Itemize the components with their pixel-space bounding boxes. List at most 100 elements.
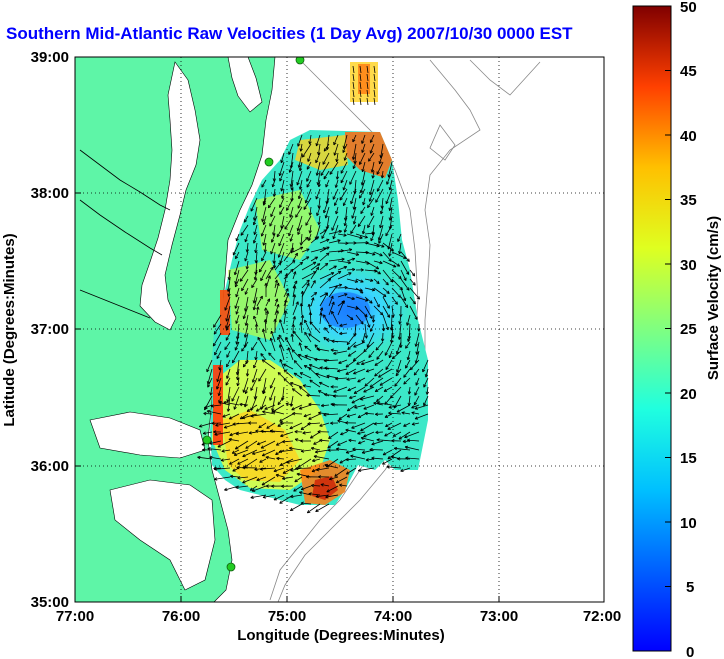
velocity-vector bbox=[328, 324, 339, 334]
velocity-vector bbox=[282, 476, 294, 480]
vector-arrowhead bbox=[404, 305, 408, 309]
vector-arrowhead bbox=[242, 467, 246, 470]
vector-arrowhead bbox=[309, 379, 312, 383]
vector-arrowhead bbox=[221, 451, 225, 453]
velocity-vector bbox=[337, 287, 348, 289]
vector-arrowhead bbox=[243, 316, 246, 320]
vector-arrowhead bbox=[312, 280, 316, 283]
vector-arrowhead bbox=[265, 456, 269, 460]
vector-arrowhead bbox=[376, 402, 380, 405]
velocity-vector bbox=[255, 350, 258, 360]
vector-arrowhead bbox=[418, 296, 420, 300]
vector-arrowhead bbox=[252, 453, 256, 455]
velocity-vector bbox=[316, 467, 330, 471]
vector-arrowhead bbox=[225, 318, 227, 322]
velocity-vector bbox=[301, 449, 312, 452]
vector-arrowhead bbox=[248, 431, 252, 434]
vector-arrowhead bbox=[414, 360, 417, 364]
velocity-vector bbox=[370, 233, 375, 242]
velocity-vector bbox=[346, 278, 359, 283]
velocity-vector bbox=[309, 379, 321, 388]
vector-arrowhead bbox=[309, 230, 312, 234]
velocity-vector bbox=[281, 188, 285, 199]
vector-arrowhead bbox=[363, 434, 366, 438]
vector-arrowhead bbox=[324, 464, 328, 468]
velocity-vector bbox=[224, 341, 231, 350]
velocity-vector bbox=[278, 334, 285, 343]
velocity-vector bbox=[267, 197, 276, 209]
velocity-vector bbox=[375, 431, 384, 433]
vector-arrowhead bbox=[300, 290, 303, 294]
vector-arrowhead bbox=[257, 306, 260, 310]
vector-arrowhead bbox=[242, 465, 246, 468]
vector-arrowhead bbox=[354, 281, 358, 283]
x-tick-label: 72:00 bbox=[583, 608, 621, 625]
velocity-vector bbox=[252, 368, 258, 383]
vector-arrowhead bbox=[364, 412, 368, 416]
vector-arrowhead bbox=[316, 213, 320, 216]
velocity-vector bbox=[411, 412, 420, 415]
vector-arrowhead bbox=[352, 296, 355, 300]
vector-arrowhead bbox=[276, 282, 279, 286]
colorbar-tick: 15 bbox=[680, 450, 697, 467]
vector-arrowhead bbox=[268, 352, 270, 356]
vector-arrowhead bbox=[406, 322, 408, 326]
vector-arrowhead bbox=[331, 404, 335, 407]
vector-arrowhead bbox=[416, 297, 420, 300]
vector-arrowhead bbox=[394, 302, 398, 305]
vector-arrowhead bbox=[244, 308, 246, 312]
velocity-vector bbox=[225, 323, 231, 331]
x-tick-label: 74:00 bbox=[374, 608, 412, 625]
vector-arrowhead bbox=[203, 411, 207, 414]
velocity-vector bbox=[223, 401, 240, 406]
velocity-vector bbox=[310, 292, 317, 298]
colorbar-tick: 50 bbox=[680, 0, 697, 16]
velocity-vector bbox=[391, 305, 394, 318]
vector-arrowhead bbox=[250, 415, 254, 418]
vector-arrowhead bbox=[327, 449, 331, 452]
velocity-vector bbox=[279, 449, 294, 453]
vector-arrowhead bbox=[250, 497, 254, 499]
velocity-vector bbox=[324, 327, 330, 334]
velocity-vector bbox=[282, 440, 294, 443]
vector-arrowhead bbox=[388, 407, 392, 409]
velocity-vector bbox=[363, 386, 375, 393]
velocity-vector bbox=[237, 377, 240, 386]
velocity-vector bbox=[353, 341, 366, 348]
vector-arrowhead bbox=[324, 367, 328, 370]
velocity-vector bbox=[400, 278, 410, 291]
vector-arrowhead bbox=[393, 447, 397, 451]
vector-arrowhead bbox=[369, 199, 372, 202]
velocity-vector bbox=[364, 287, 375, 291]
vector-arrowhead bbox=[245, 239, 248, 243]
velocity-vector bbox=[389, 215, 393, 230]
velocity-vector bbox=[206, 410, 222, 415]
vector-arrowhead bbox=[294, 285, 297, 289]
vector-arrowhead bbox=[234, 407, 237, 410]
vector-arrowhead bbox=[289, 183, 292, 187]
vector-arrowhead bbox=[278, 344, 281, 348]
velocity-vector bbox=[396, 404, 411, 413]
vector-arrowhead bbox=[244, 220, 248, 223]
velocity-vector bbox=[331, 340, 348, 343]
vector-arrowhead bbox=[235, 281, 238, 285]
colorbar-tick: 40 bbox=[680, 128, 697, 145]
vector-arrowhead bbox=[353, 206, 356, 210]
vector-arrowhead bbox=[228, 438, 232, 442]
velocity-vector bbox=[382, 260, 397, 268]
velocity-vector bbox=[301, 271, 317, 280]
vector-arrowhead bbox=[286, 208, 290, 211]
velocity-vector bbox=[372, 170, 375, 179]
y-tick-label: 35:00 bbox=[31, 594, 69, 611]
velocity-vector bbox=[296, 170, 303, 186]
velocity-vector bbox=[315, 494, 330, 498]
velocity-vector bbox=[313, 440, 321, 445]
velocity-vector bbox=[336, 476, 348, 484]
vector-arrowhead bbox=[324, 393, 328, 395]
velocity-vector bbox=[301, 315, 304, 325]
vector-arrowhead bbox=[288, 152, 292, 155]
velocity-vector bbox=[409, 287, 420, 300]
vector-arrowhead bbox=[307, 422, 311, 425]
velocity-vector bbox=[237, 476, 249, 479]
vector-arrowhead bbox=[308, 364, 312, 368]
